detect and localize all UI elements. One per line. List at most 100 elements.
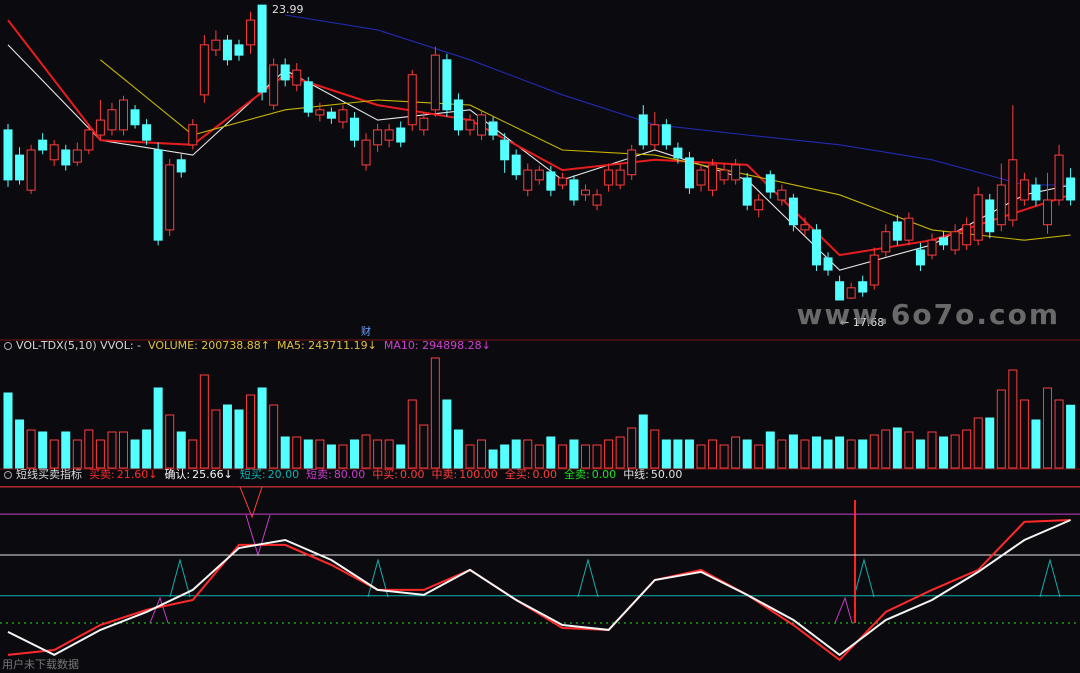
candle-body <box>719 169 729 181</box>
legend-name: 全买: <box>505 467 531 481</box>
candle-body <box>430 54 440 111</box>
volume-bar <box>95 439 105 469</box>
candle-body <box>708 164 718 191</box>
candle-body <box>546 171 556 191</box>
candle-body <box>904 217 914 241</box>
volume-bar <box>915 439 925 469</box>
candle-body <box>557 177 567 186</box>
volume-bar <box>72 439 82 469</box>
signal-spike <box>834 596 853 624</box>
volume-bar <box>326 444 336 469</box>
volume-bar <box>892 427 902 469</box>
candle-body <box>246 19 256 46</box>
moving-average-line <box>100 59 1071 241</box>
volume-bar <box>985 417 995 469</box>
candle-body <box>892 221 902 241</box>
volume-bar <box>835 436 845 469</box>
volume-bar <box>465 444 475 469</box>
volume-bar <box>246 394 256 469</box>
volume-bar <box>927 431 937 469</box>
volume-bar <box>419 424 429 469</box>
candle-body <box>858 281 868 293</box>
candle-body <box>38 139 48 151</box>
volume-bar <box>361 434 371 469</box>
volume-bar <box>696 444 706 469</box>
candle-body <box>326 111 336 119</box>
candle-body <box>731 164 741 181</box>
volume-bar <box>407 399 417 469</box>
signal-spike <box>169 558 191 598</box>
volume-bar <box>269 404 279 469</box>
volume-bar <box>812 436 821 469</box>
candle-body <box>350 117 359 141</box>
volume-bar <box>754 444 764 469</box>
volume-bar <box>188 439 198 469</box>
candle-body <box>534 169 544 181</box>
watermark: www.6o7o.com <box>796 298 1060 331</box>
volume-bar <box>788 434 798 469</box>
candle-body <box>846 287 856 299</box>
candle-body <box>754 199 764 211</box>
candle-body <box>373 129 383 146</box>
candle-body <box>119 99 128 131</box>
volume-bar <box>3 392 13 469</box>
candle-body <box>592 194 602 206</box>
volume-bar <box>130 439 140 469</box>
candle-body <box>581 189 590 196</box>
volume-bar <box>523 439 533 469</box>
legend-name: 确认: <box>164 468 190 481</box>
legend-value: 100.00 <box>459 468 498 481</box>
volume-bar <box>38 431 48 469</box>
legend-value: 20.00 <box>268 468 300 481</box>
candle-body <box>684 157 694 189</box>
candle-body <box>823 257 833 271</box>
candle-body <box>742 177 752 206</box>
volume-bar <box>846 439 856 469</box>
candle-body <box>569 179 579 201</box>
candle-body <box>1066 177 1076 201</box>
candle-body <box>915 249 925 266</box>
volume-bar <box>292 436 302 469</box>
candle-body <box>211 39 221 51</box>
candle-body <box>280 64 290 81</box>
volume-bar <box>1066 404 1076 469</box>
candle-body <box>627 149 637 176</box>
volume-bar <box>731 436 741 469</box>
candle-body <box>638 114 648 146</box>
panel-icon <box>4 471 12 479</box>
candle-body <box>292 69 302 86</box>
candle-body <box>1008 159 1018 221</box>
indicator-line <box>7 519 1071 657</box>
volume-bar <box>592 444 602 469</box>
legend-value: 0.00 <box>592 468 617 481</box>
volume-bar <box>15 419 25 469</box>
volume-bar <box>350 439 359 469</box>
candle-body <box>661 124 671 146</box>
volume-bar <box>973 417 983 469</box>
volume-bar <box>742 439 752 469</box>
volume-legend: VOLUME: 200738.88↑ <box>148 339 270 352</box>
candle-body <box>523 169 533 191</box>
legend-name: 全卖: <box>564 467 590 481</box>
candle-body <box>165 164 175 231</box>
legend-name: 中卖: <box>432 468 458 481</box>
volume-bar <box>257 387 267 469</box>
volume-bar <box>1019 399 1029 469</box>
volume-bar <box>581 444 590 469</box>
volume-bar <box>61 431 71 469</box>
candle-body <box>1043 199 1052 226</box>
volume-bar <box>153 387 163 469</box>
volume-bar <box>661 439 671 469</box>
candle-body <box>500 139 510 161</box>
candle-body <box>315 109 325 116</box>
candle-body <box>985 199 995 233</box>
high-annotation: 23.99 <box>272 3 304 16</box>
candle-body <box>84 129 94 151</box>
volume-bar <box>338 444 348 469</box>
candle-body <box>384 129 394 141</box>
volume-bar <box>303 439 313 469</box>
volume-bar <box>604 439 614 469</box>
volume-bar <box>453 429 463 469</box>
